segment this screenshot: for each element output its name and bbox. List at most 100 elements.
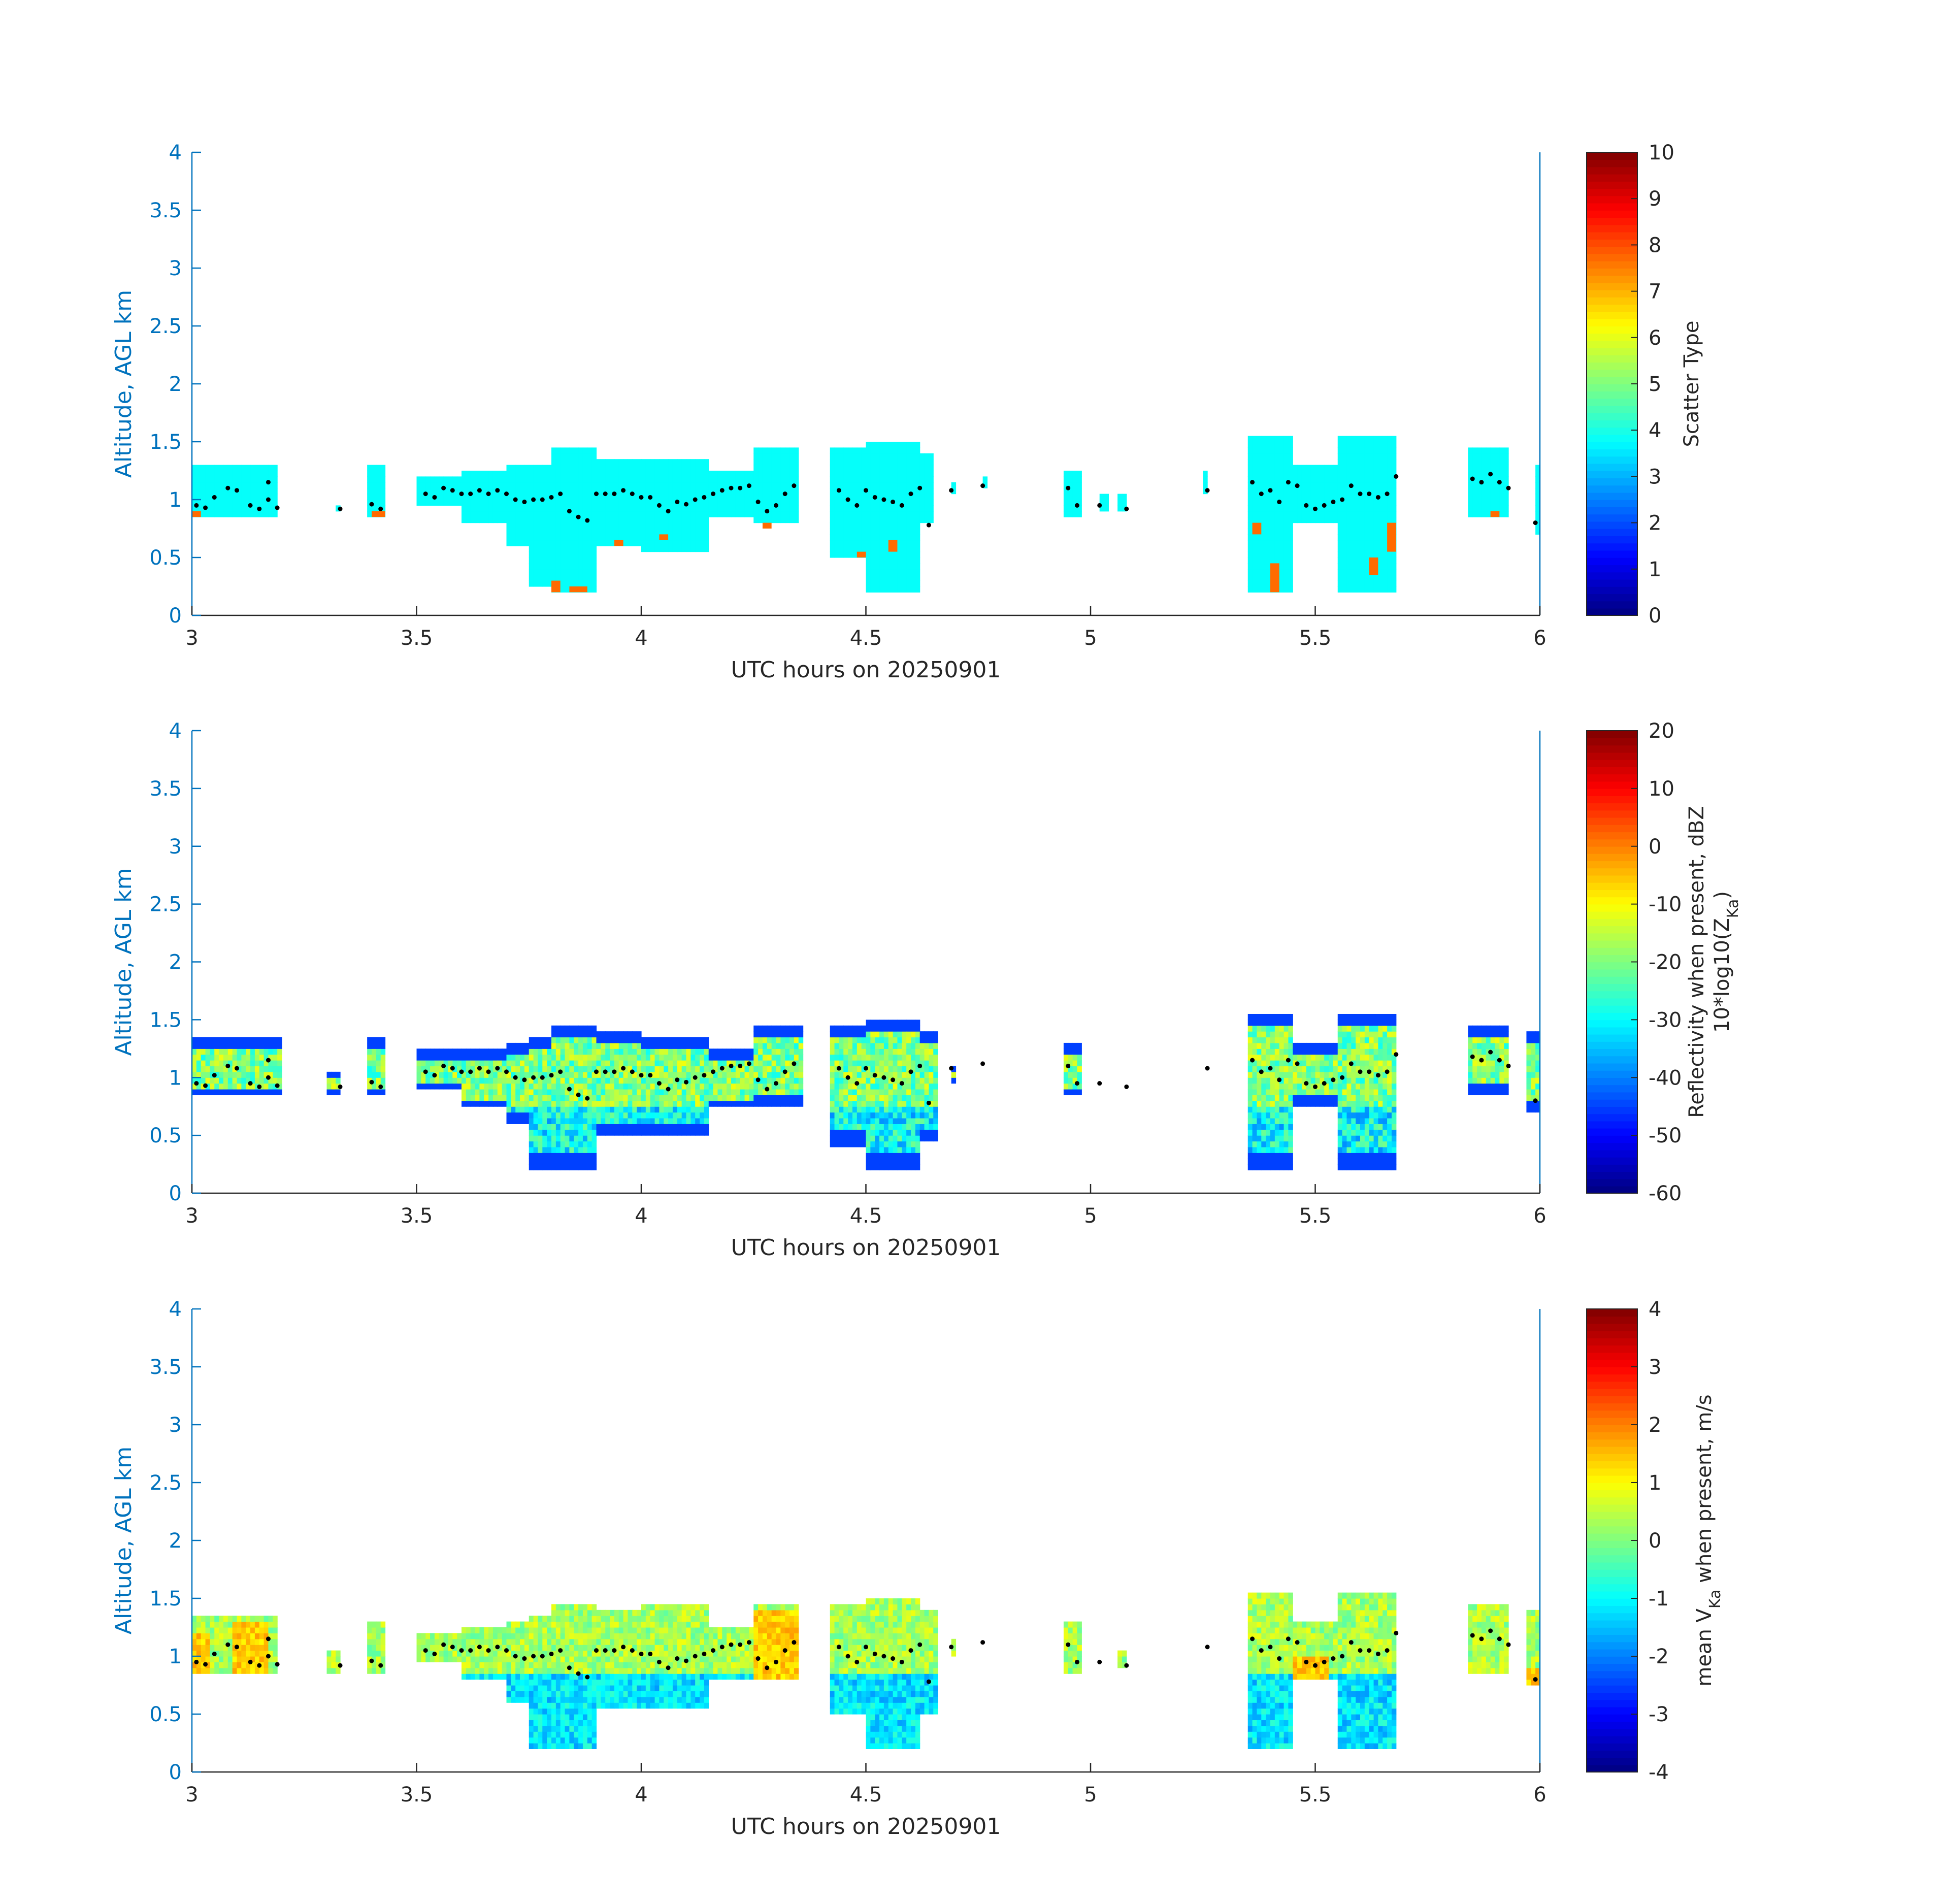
data-cell [672, 1124, 678, 1130]
data-cell [668, 1042, 673, 1049]
data-cell [533, 476, 539, 483]
data-cell [1283, 534, 1289, 541]
data-cell [758, 500, 763, 506]
data-cell [497, 1060, 503, 1067]
data-cell [259, 482, 265, 488]
data-cell [574, 1158, 579, 1165]
data-cell [610, 1054, 615, 1061]
data-cell [497, 1054, 503, 1061]
data-cell [601, 517, 606, 523]
data-cell [1270, 546, 1275, 552]
data-cell [596, 465, 601, 471]
data-cell [425, 476, 431, 483]
cloud-base-dot [468, 491, 473, 497]
data-cell [264, 511, 269, 517]
data-cell [637, 1077, 642, 1084]
data-cell [511, 1054, 516, 1061]
data-cell [866, 1077, 871, 1084]
data-cell [798, 1048, 804, 1055]
data-cell [551, 1100, 556, 1107]
data-cell [911, 505, 916, 512]
data-cell [555, 1077, 561, 1084]
data-cell [227, 511, 233, 517]
data-cell [515, 522, 520, 529]
data-cell [1477, 453, 1482, 459]
data-cell [677, 476, 682, 483]
data-cell [1257, 465, 1262, 471]
data-cell [210, 1042, 215, 1049]
data-cell [1257, 557, 1262, 564]
data-cell [574, 447, 579, 454]
data-cell [857, 1071, 862, 1078]
data-cell [1261, 465, 1266, 471]
data-cell [893, 500, 898, 506]
data-cell [924, 476, 929, 483]
data-cell [1360, 476, 1365, 483]
data-cell [776, 1089, 781, 1096]
data-cell [1306, 476, 1311, 483]
data-cell [372, 488, 377, 495]
data-cell [479, 488, 484, 495]
data-cell [762, 505, 768, 512]
data-cell [1472, 453, 1477, 459]
data-cell [1378, 505, 1383, 512]
data-cell [479, 511, 484, 517]
data-cell [780, 1095, 785, 1101]
data-cell [219, 1071, 224, 1078]
data-cell [367, 494, 372, 500]
data-cell [780, 476, 785, 483]
data-cell [538, 1158, 543, 1165]
data-cell [852, 1025, 858, 1032]
data-cell [614, 1118, 619, 1124]
data-cell [879, 1164, 884, 1171]
data-cell [695, 471, 700, 477]
data-cell [618, 1112, 624, 1119]
data-cell [911, 522, 916, 529]
data-cell [695, 529, 700, 535]
data-cell [888, 1054, 894, 1061]
data-cell [645, 465, 651, 471]
data-cell [1373, 529, 1378, 535]
data-cell [601, 1089, 606, 1096]
data-cell [1378, 575, 1383, 581]
cloud-base-dot [1358, 491, 1363, 497]
data-cell [875, 1141, 880, 1147]
data-cell [659, 522, 664, 529]
data-cell [578, 1077, 583, 1084]
data-cell [749, 1100, 754, 1107]
data-cell [506, 1083, 511, 1090]
data-cell [1477, 505, 1482, 512]
data-cell [879, 1135, 884, 1142]
data-cell [331, 1089, 336, 1096]
data-cell [1364, 517, 1370, 523]
data-cell [861, 540, 867, 546]
data-cell [664, 1124, 669, 1130]
data-cell [601, 529, 606, 535]
data-cell [654, 529, 660, 535]
data-cell [596, 482, 601, 488]
data-cell [227, 1037, 233, 1043]
data-cell [591, 1042, 597, 1049]
data-cell [866, 1048, 871, 1055]
data-cell [1266, 540, 1271, 546]
data-cell [879, 1020, 884, 1026]
data-cell [254, 488, 260, 495]
data-cell [466, 1048, 471, 1055]
data-cell [565, 563, 570, 570]
data-cell [511, 1048, 516, 1055]
data-cell [654, 488, 660, 495]
data-cell [367, 500, 372, 506]
data-cell [246, 1071, 251, 1078]
colorbar-swatch [1587, 239, 1637, 247]
data-cell [596, 1066, 601, 1072]
data-cell [596, 1054, 601, 1061]
data-cell [1383, 500, 1388, 506]
data-cell [664, 1118, 669, 1124]
data-cell [601, 1124, 606, 1130]
data-cell [1068, 505, 1073, 512]
data-cell [574, 471, 579, 477]
data-cell [883, 1146, 889, 1153]
data-cell [582, 1106, 588, 1113]
data-cell [677, 471, 682, 477]
data-cell [758, 1031, 763, 1038]
